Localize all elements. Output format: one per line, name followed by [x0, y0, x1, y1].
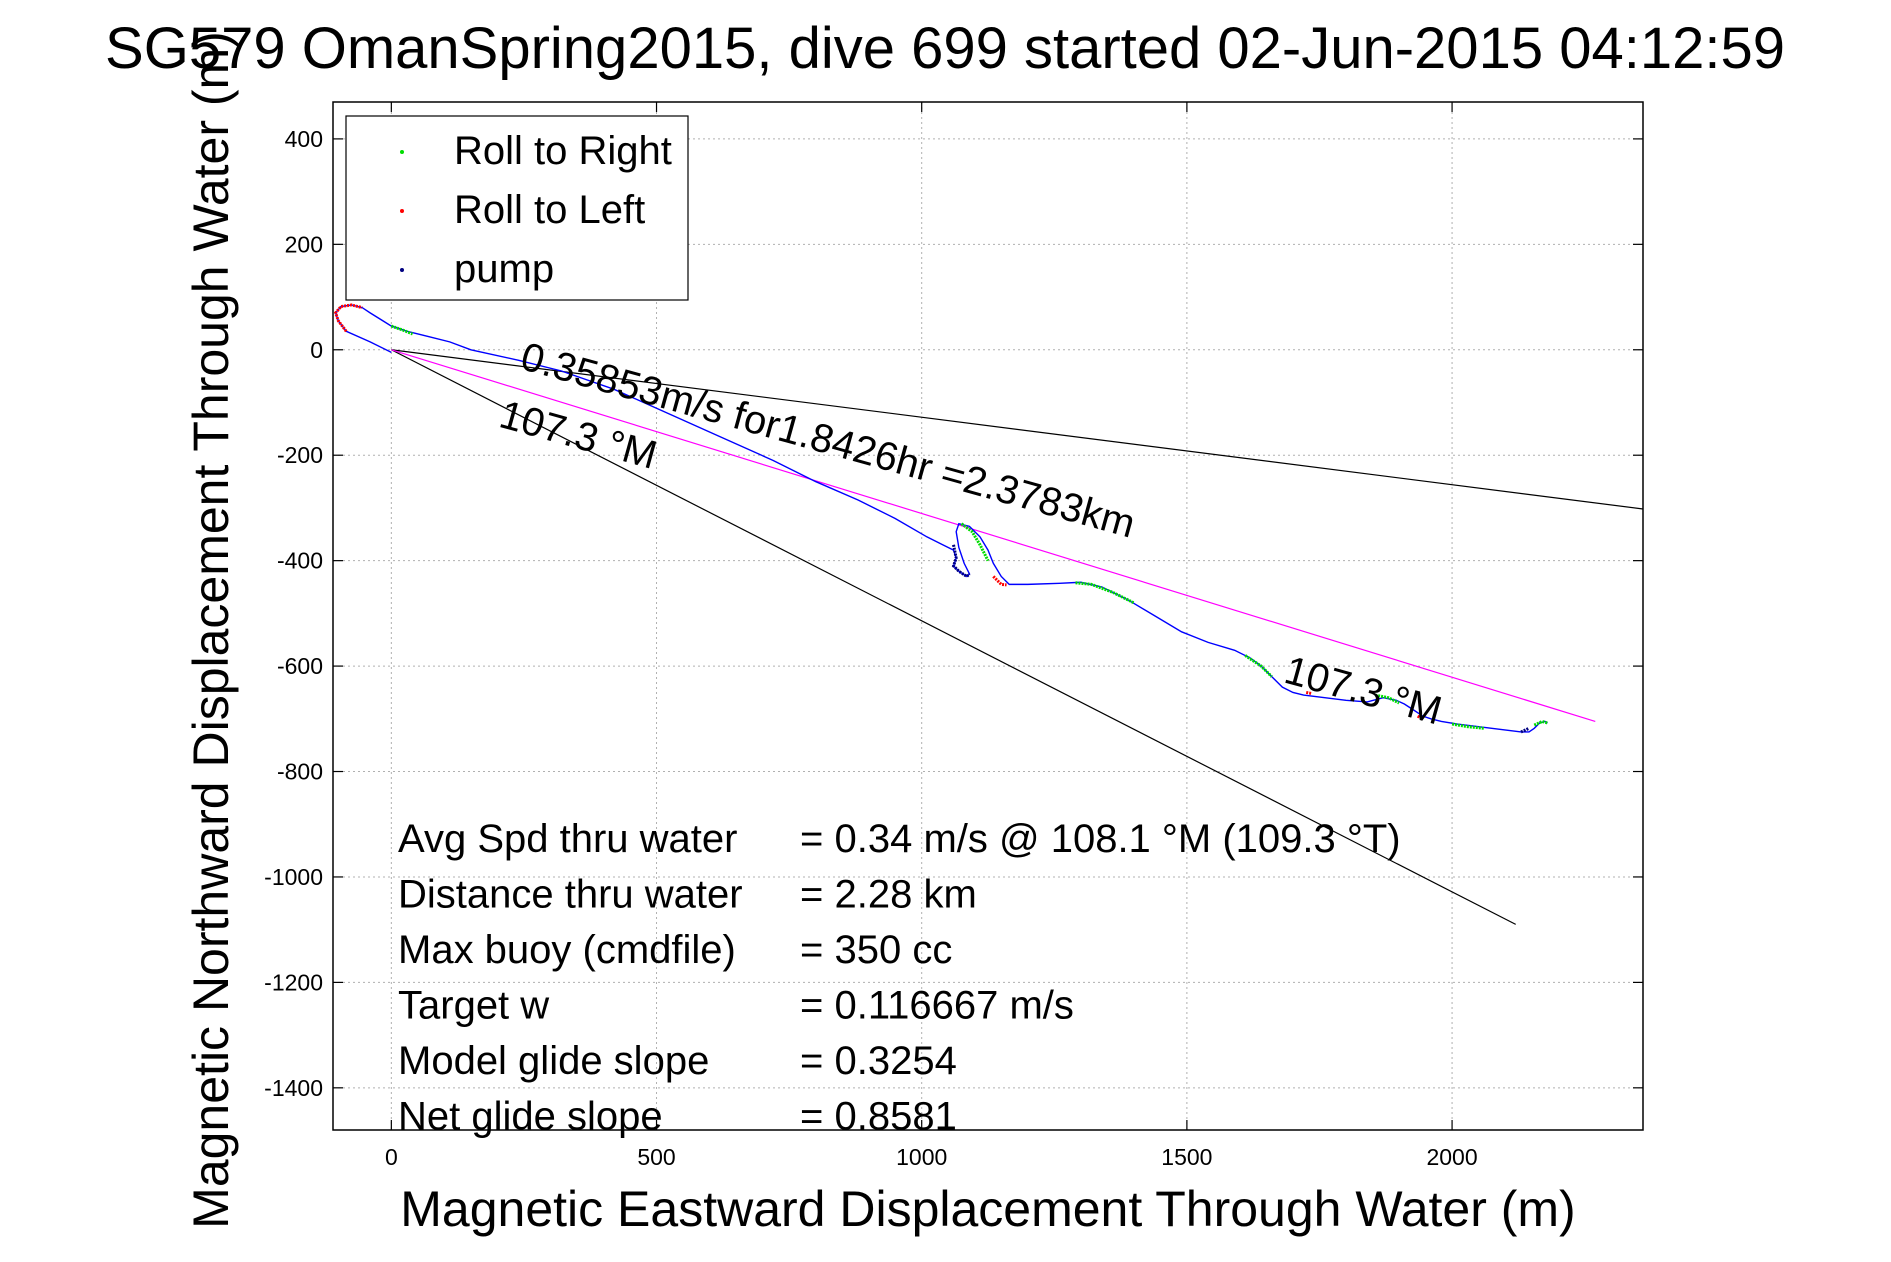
series-1-segment-3: [1416, 714, 1424, 721]
stats-block: Avg Spd thru water = 0.34 m/s @ 108.1 °M …: [398, 817, 1401, 1139]
y-ticks: 400 200 0 -200 -400 -600 -800 -1000 -1200 -1400: [264, 126, 1643, 1101]
x-tick-label-2: 1000: [896, 1144, 947, 1170]
plot-frame: [332, 101, 1644, 1131]
y-axis-label: Magnetic Northward Displacement Through …: [183, 31, 239, 1229]
series-0-segment-3: [1244, 654, 1273, 678]
y-tick-label-1: 200: [285, 231, 323, 257]
legend: Roll to Right Roll to Left pump: [345, 115, 689, 301]
series-1-segment-1: [992, 575, 1007, 587]
y-tick-label-6: -800: [277, 759, 323, 785]
track: [334, 304, 1548, 733]
series-0-segment-4: [1374, 693, 1400, 705]
x-axis-label: Magnetic Eastward Displacement Through W…: [400, 1181, 1575, 1237]
stat-label-2: Max buoy (cmdfile): [398, 928, 736, 972]
y-tick-label-0: 400: [285, 126, 323, 152]
stat-value-1: = 2.28 km: [800, 873, 977, 917]
y-tick-label-8: -1200: [264, 969, 323, 995]
stat-value-2: = 350 cc: [800, 928, 952, 972]
y-tick-label-3: -200: [277, 442, 323, 468]
reference-line-0: [391, 349, 1644, 510]
series-0-segment-1: [960, 522, 990, 562]
legend-label-1: Roll to Left: [454, 188, 645, 232]
stat-label-5: Net glide slope: [398, 1095, 663, 1139]
stat-value-3: = 0.116667 m/s: [800, 984, 1074, 1028]
reference-line-1: [391, 349, 1516, 925]
series-0-segment-2: [1075, 581, 1135, 605]
reference-line-2: [391, 349, 1596, 723]
stat-value-4: = 0.3254: [800, 1039, 957, 1083]
y-tick-label-2: 0: [310, 337, 323, 363]
x-tick-label-0: 0: [385, 1144, 398, 1170]
stat-value-0: = 0.34 m/s @ 108.1 °M (109.3 °T): [800, 817, 1401, 861]
series-1-segment-2: [1305, 690, 1312, 695]
x-tick-label-3: 1500: [1161, 1144, 1212, 1170]
series-2-segment-0: [951, 544, 971, 579]
x-ticks: 0 500 1000 1500 2000: [385, 102, 1478, 1170]
stat-value-5: = 0.8581: [800, 1095, 957, 1139]
track-line: [334, 304, 1548, 733]
reference-lines: [391, 349, 1644, 925]
stat-label-1: Distance thru water: [398, 873, 743, 917]
series-2-segment-1: [1520, 726, 1530, 734]
stat-label-0: Avg Spd thru water: [398, 817, 737, 861]
y-tick-label-9: -1400: [264, 1075, 323, 1101]
y-tick-label-4: -400: [277, 548, 323, 574]
series-group: [333, 303, 1548, 734]
legend-label-2: pump: [454, 247, 554, 291]
stat-label-4: Model glide slope: [398, 1039, 709, 1083]
series-0-segment-6: [1533, 719, 1548, 727]
legend-label-0: Roll to Right: [454, 129, 672, 173]
annotation-2: 107.3 °M: [1280, 648, 1446, 733]
legend-marker-2: [400, 268, 404, 272]
y-tick-label-7: -1000: [264, 864, 323, 890]
x-tick-label-4: 2000: [1426, 1144, 1477, 1170]
legend-marker-1: [400, 209, 404, 213]
chart-title: SG579 OmanSpring2015, dive 699 started 0…: [105, 16, 1785, 81]
series-0-segment-0: [390, 324, 414, 336]
x-tick-label-1: 500: [637, 1144, 675, 1170]
stat-label-3: Target w: [398, 984, 549, 1028]
y-tick-label-5: -600: [277, 653, 323, 679]
legend-marker-0: [400, 150, 404, 154]
series-1-segment-0: [333, 303, 363, 333]
series-0-segment-5: [1451, 722, 1485, 730]
